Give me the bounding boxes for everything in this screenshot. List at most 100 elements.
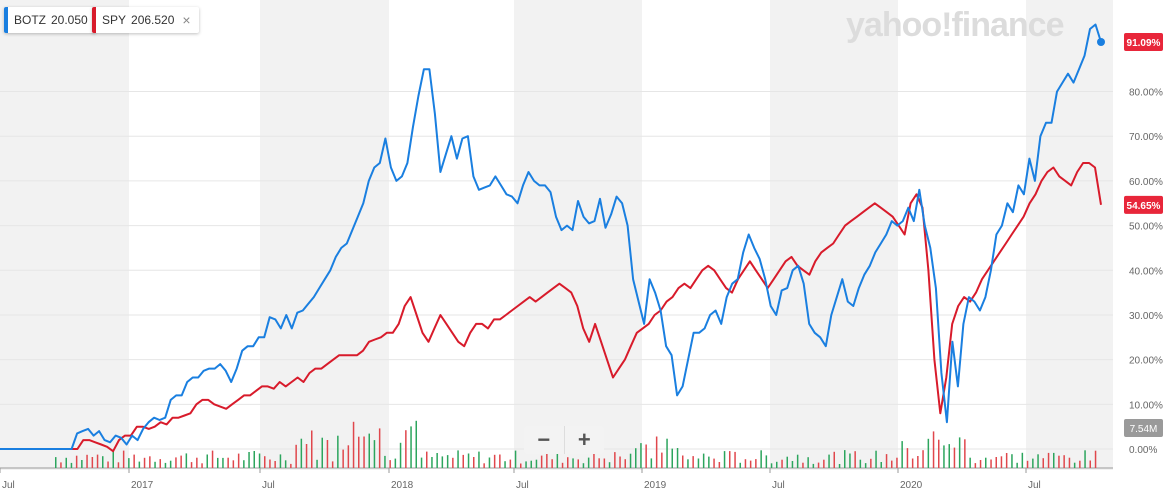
botz-ticker-label: BOTZ (14, 13, 46, 27)
yahoo-finance-logo: yahoo!finance (846, 6, 1064, 44)
volume-bar (1094, 450, 1097, 468)
volume-bar (682, 455, 684, 468)
volume-bar (81, 460, 83, 468)
volume-bar (96, 454, 99, 468)
volume-bar (175, 457, 177, 468)
volume-bar (164, 462, 167, 468)
volume-bar (833, 451, 835, 468)
volume-bar (446, 455, 449, 468)
volume-bar (655, 436, 658, 468)
volume-bar (807, 457, 809, 468)
volume-bar (755, 459, 757, 468)
volume-bar (974, 463, 977, 468)
botz-ticker-tag[interactable]: BOTZ 20.050 (4, 7, 96, 33)
volume-bar (608, 462, 611, 468)
volume-bar (180, 455, 182, 468)
volume-bar (321, 437, 323, 468)
volume-bar (1063, 455, 1065, 468)
volume-bar (749, 460, 752, 468)
volume-bar (274, 461, 276, 468)
volume-bar (849, 453, 851, 468)
volume-bar (493, 454, 496, 468)
volume-bar (227, 457, 229, 468)
volume-bar (154, 461, 156, 468)
volume-bar (222, 457, 224, 468)
volume-bar (859, 459, 862, 468)
volume-bar (1011, 454, 1013, 468)
volume-bar (1047, 452, 1050, 468)
volume-bar (399, 442, 402, 468)
spy-color-swatch (92, 7, 96, 33)
volume-bar (1021, 452, 1024, 468)
volume-bar (567, 457, 569, 468)
volume-bar (316, 459, 318, 468)
volume-bar (368, 433, 370, 468)
zoom-controls: − + (524, 426, 604, 454)
volume-bar (185, 453, 188, 468)
volume-bar (311, 430, 313, 468)
botz-series-line (0, 23, 1102, 450)
volume-bar (1042, 458, 1044, 468)
volume-bar (420, 457, 423, 468)
volume-bar (880, 462, 882, 468)
zoom-out-button[interactable]: − (537, 427, 551, 452)
zoom-in-button[interactable]: + (563, 426, 605, 454)
volume-bar (692, 456, 694, 468)
volume-bar (514, 450, 517, 468)
volume-bar (457, 450, 459, 468)
volume-bar (540, 455, 543, 468)
volume-bar (781, 459, 783, 468)
volume-bar (958, 437, 961, 468)
volume-bar (122, 450, 125, 468)
botz-last-value-label: 91.09% (1127, 38, 1161, 49)
volume-bar (1037, 454, 1039, 468)
volume-bar (253, 451, 255, 468)
volume-bar (1084, 450, 1086, 468)
volume-bar (169, 460, 172, 468)
volume-bar (739, 462, 741, 468)
x-tick-label: Jul (516, 480, 529, 491)
volume-bar (504, 461, 506, 468)
botz-color-swatch (4, 7, 8, 33)
volume-bar (906, 448, 909, 468)
background-band (0, 0, 129, 470)
volume-bar (535, 459, 538, 468)
volume-bar (572, 458, 574, 468)
volume-bar (509, 459, 512, 468)
volume-bar (948, 444, 950, 468)
background-band (1026, 0, 1113, 470)
y-tick-label: 50.00% (1129, 222, 1163, 233)
volume-bar (702, 453, 705, 468)
volume-bar (75, 455, 78, 468)
x-tick-label: 2017 (131, 480, 154, 491)
volume-bar (143, 457, 146, 468)
volume-bar (922, 450, 924, 468)
volume-bar (990, 459, 992, 468)
volume-bar (347, 445, 350, 468)
volume-bar (1005, 453, 1008, 468)
x-tick-label: 2018 (391, 480, 414, 491)
spy-ticker-tag[interactable]: SPY 206.520 × (92, 7, 199, 33)
volume-bar (363, 436, 365, 468)
volume-bar (326, 440, 329, 468)
volume-bar (394, 458, 397, 468)
volume-bar (770, 463, 773, 468)
volume-bar (55, 457, 57, 468)
volume-bar (196, 457, 198, 468)
volume-last-value-label: 7.54M (1130, 424, 1158, 435)
volume-bar (838, 464, 841, 468)
volume-bar (791, 461, 794, 468)
volume-bar (478, 451, 480, 468)
close-icon[interactable]: × (182, 12, 191, 28)
volume-bar (473, 457, 475, 468)
volume-bar (927, 438, 930, 468)
volume-bar (441, 456, 444, 468)
volume-bar (211, 450, 214, 468)
y-tick-label: 40.00% (1129, 266, 1163, 277)
volume-bar (870, 458, 872, 468)
volume-bar (864, 463, 867, 468)
volume-bar (389, 460, 391, 468)
volume-bar (598, 458, 600, 468)
volume-bar (378, 428, 381, 468)
